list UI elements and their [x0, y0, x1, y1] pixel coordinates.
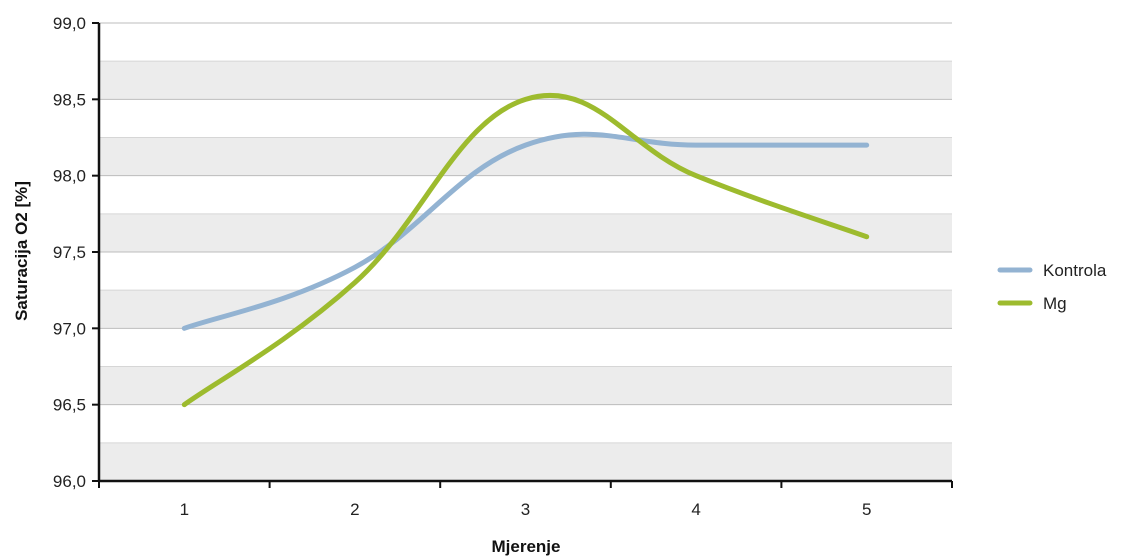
legend-label-mg: Mg — [1043, 294, 1067, 313]
y-tick-label: 99,0 — [53, 14, 86, 33]
y-tick-label: 96,0 — [53, 472, 86, 491]
legend: Kontrola Mg — [1000, 261, 1107, 313]
y-tick-label: 98,0 — [53, 167, 86, 186]
x-tick-label: 1 — [180, 500, 189, 519]
y-axis-title: Saturacija O2 [%] — [12, 181, 31, 321]
legend-label-kontrola: Kontrola — [1043, 261, 1107, 280]
x-tick-label: 3 — [521, 500, 530, 519]
x-tick-label: 2 — [350, 500, 359, 519]
plot-band — [99, 61, 952, 99]
y-tick-label: 97,5 — [53, 243, 86, 262]
plot-background — [99, 61, 952, 481]
y-axis-ticks: 96,0 96,5 97,0 97,5 98,0 98,5 99,0 — [53, 14, 99, 491]
y-tick-label: 96,5 — [53, 396, 86, 415]
plot-band — [99, 290, 952, 328]
y-tick-label: 98,5 — [53, 90, 86, 109]
x-tick-label: 4 — [691, 500, 700, 519]
x-tick-label: 5 — [862, 500, 871, 519]
x-axis-title: Mjerenje — [492, 537, 561, 556]
plot-band — [99, 443, 952, 481]
plot-band — [99, 367, 952, 405]
y-tick-label: 97,0 — [53, 319, 86, 338]
x-axis-ticks: 1 2 3 4 5 — [99, 481, 952, 519]
